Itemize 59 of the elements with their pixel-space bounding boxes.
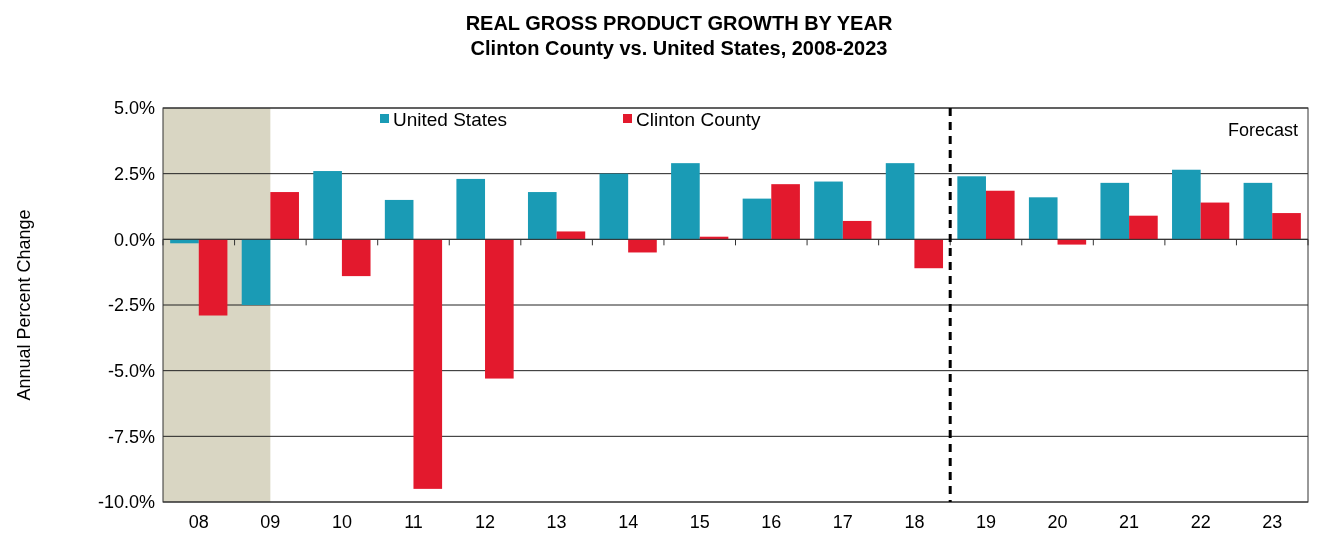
bar — [341, 239, 371, 277]
bar — [270, 192, 299, 240]
bar — [384, 199, 414, 240]
x-tick-label: 16 — [761, 512, 782, 532]
legend-label: Clinton County — [636, 108, 762, 130]
bar — [985, 190, 1015, 240]
x-tick-label: 23 — [1262, 512, 1283, 532]
bar — [671, 163, 700, 240]
bar — [241, 239, 271, 305]
y-axis-title: Annual Percent Change — [14, 209, 34, 401]
x-tick-label: 13 — [546, 512, 567, 532]
x-tick-label: 15 — [689, 512, 710, 532]
bar — [957, 176, 986, 240]
bar — [527, 192, 557, 240]
annotation: Forecast — [1227, 120, 1298, 140]
y-tick-label: 2.5% — [113, 163, 155, 184]
bar — [1200, 202, 1230, 240]
bar — [556, 231, 586, 240]
x-tick-label: 22 — [1190, 512, 1211, 532]
bar — [885, 163, 915, 240]
y-tick-label: 5.0% — [113, 98, 155, 119]
x-tick-label: 19 — [975, 512, 996, 532]
bar — [413, 239, 443, 489]
x-tick-label: 20 — [1047, 512, 1068, 532]
x-tick-label: 18 — [904, 512, 925, 532]
x-tick-label: 11 — [404, 512, 423, 532]
x-tick-label: 21 — [1119, 512, 1140, 532]
x-tick-label: 08 — [188, 512, 209, 532]
bar — [456, 178, 486, 240]
legend-label: United States — [393, 108, 508, 130]
y-tick-label: -2.5% — [107, 295, 155, 316]
y-tick-label: -5.0% — [107, 360, 155, 381]
bar — [1100, 182, 1130, 240]
bar — [313, 171, 342, 240]
chart-subtitle: Clinton County vs. United States, 2008-2023 — [470, 37, 888, 59]
bar — [1272, 213, 1301, 240]
bar — [628, 239, 657, 253]
bar — [1028, 197, 1058, 240]
bar — [1172, 169, 1201, 240]
x-tick-label: 17 — [832, 512, 853, 532]
bar — [1057, 239, 1087, 245]
bar — [1129, 215, 1158, 240]
bar — [842, 220, 872, 240]
x-tick-label: 14 — [618, 512, 639, 532]
y-tick-label: -10.0% — [97, 492, 155, 513]
y-tick-label: 0.0% — [113, 229, 155, 250]
bar — [198, 239, 228, 316]
bar — [814, 181, 843, 240]
x-tick-label: 09 — [260, 512, 281, 532]
bar — [1243, 182, 1273, 240]
bar — [599, 173, 629, 240]
x-tick-label: 10 — [331, 512, 352, 532]
chart-title: REAL GROSS PRODUCT GROWTH BY YEAR — [465, 12, 893, 34]
bar — [771, 184, 800, 240]
y-tick-label: -7.5% — [107, 426, 155, 447]
bar — [742, 198, 772, 240]
x-tick-label: 12 — [475, 512, 496, 532]
bar — [485, 239, 514, 379]
bar — [914, 239, 944, 269]
